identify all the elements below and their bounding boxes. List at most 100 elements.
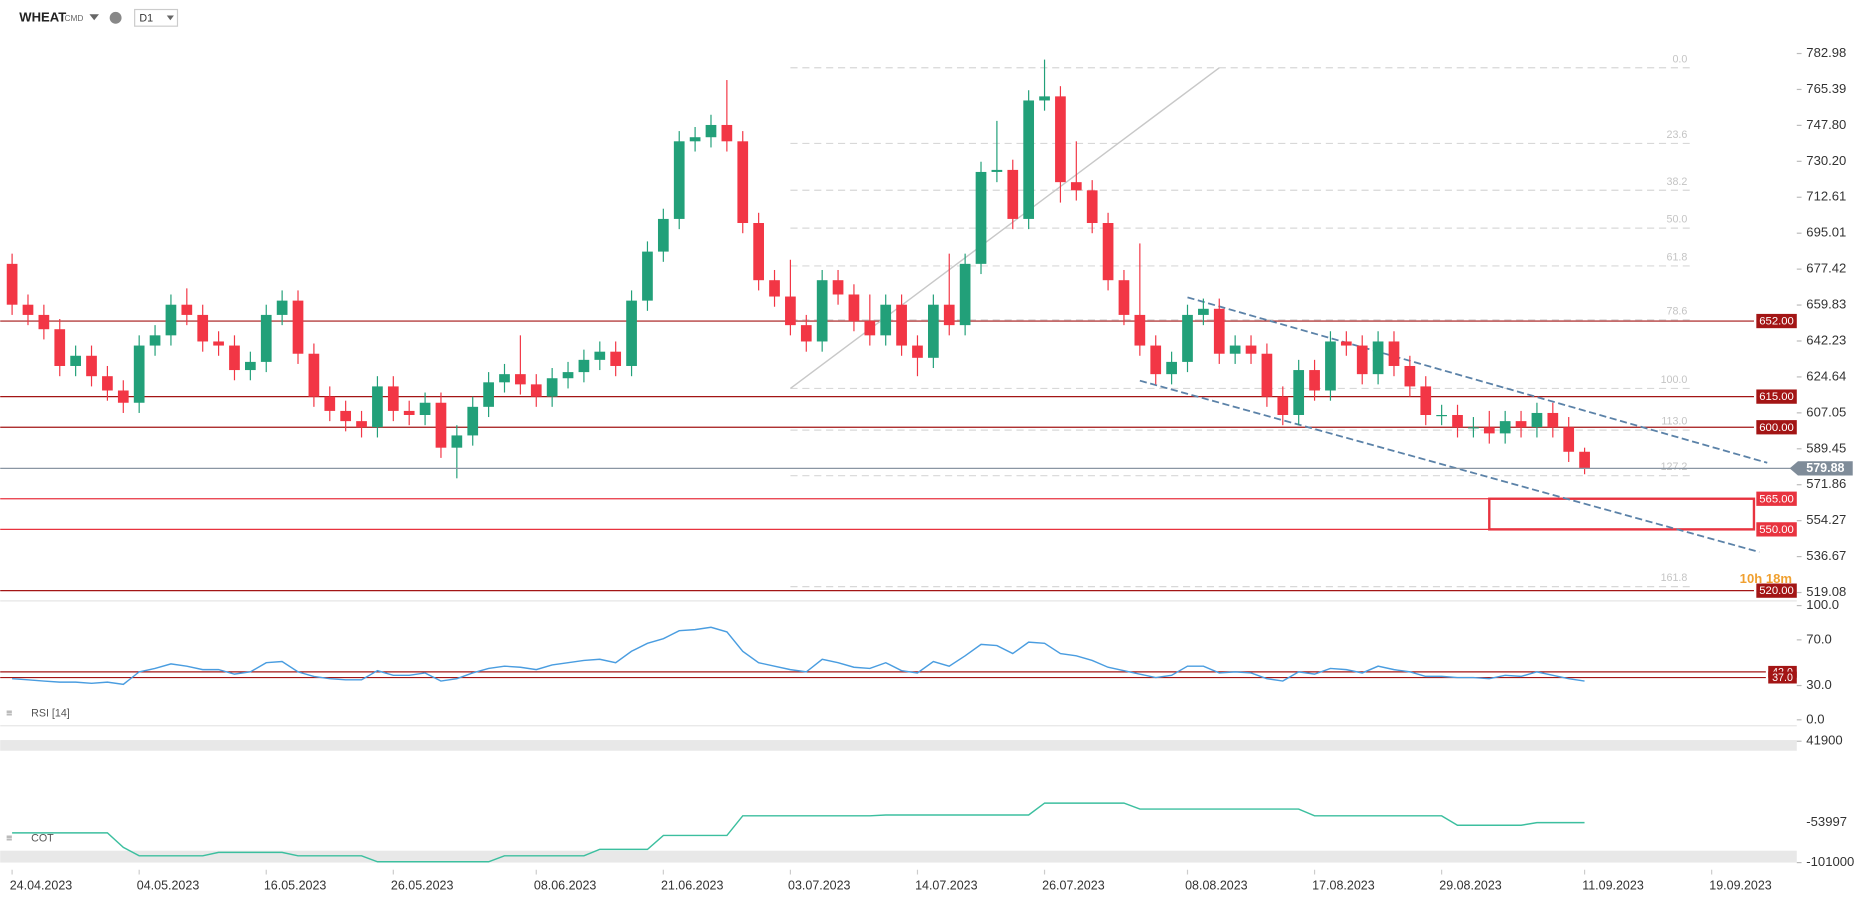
candle-body [896,304,907,346]
candle-body [1372,341,1384,375]
info-icon[interactable] [109,11,122,24]
y-tick-label: 41900 [1806,733,1842,748]
candle-body [6,263,18,305]
candle-body [594,351,606,360]
fib-label: 127.2 [1661,461,1688,473]
level-label: 600.00 [1759,422,1794,434]
candle-body [1229,345,1241,354]
level-label-box [1768,671,1797,684]
y-tick-label: 30.0 [1806,677,1831,692]
candle-body [1055,96,1066,183]
candle-body [1198,308,1209,315]
candle-body [753,223,764,281]
candle-body [1515,421,1527,428]
candle-body [467,406,479,436]
current-price-label: 579.88 [1806,461,1844,475]
timeframe[interactable]: D1 [139,12,153,24]
candle-body [70,355,81,366]
y-tick-label: 571.86 [1806,476,1846,491]
y-tick-label: 747.80 [1806,117,1846,132]
candle-body [1166,361,1177,375]
candle-body [149,335,161,346]
fib-label: 113.0 [1661,416,1687,428]
candle-body [642,251,653,301]
candle-body [832,280,844,295]
candle-body [165,304,177,336]
x-tick-label: 26.05.2023 [391,879,454,893]
candle-body [1039,96,1050,101]
y-tick-label: 730.20 [1806,153,1846,168]
candle-body [260,314,272,362]
candle-body [1118,280,1130,315]
candle-body [769,280,780,297]
y-tick-label: 100.0 [1806,597,1839,612]
x-tick-label: 26.07.2023 [1042,879,1105,893]
x-tick-label: 16.05.2023 [264,879,327,893]
candle-body [133,345,145,403]
symbol-dropdown[interactable] [89,14,99,21]
candle-body [1547,412,1559,428]
y-tick-label: 642.23 [1806,332,1846,347]
fib-label: 61.8 [1667,251,1688,263]
candle-body [387,386,399,411]
level-label: 652.00 [1759,316,1794,328]
candle-body [943,304,955,326]
fib-label: 50.0 [1667,214,1688,226]
candle-body [626,300,637,366]
candle-body [435,402,447,448]
candle-body [483,382,494,407]
candle-body [1420,386,1432,415]
candle-body [705,124,717,138]
panel-icon: ≡ [6,708,12,720]
zone [1488,497,1756,531]
candle-body [1468,427,1479,429]
candle-body [276,300,288,315]
candle-body [419,402,431,415]
candle-body [1483,427,1495,434]
candle-body [102,376,113,391]
candle-body [562,372,574,379]
candle-body [1102,223,1114,281]
fib-label: 100.0 [1661,374,1688,386]
y-tick-label: 782.98 [1806,45,1846,60]
y-tick-label: 659.83 [1806,297,1846,312]
candle-body [785,296,796,326]
timeframe-dropdown[interactable] [166,15,174,21]
candle-body [1356,345,1368,375]
candle-body [864,321,876,336]
candle-body [181,304,193,315]
x-tick-label: 21.06.2023 [661,879,724,893]
candle-body [991,169,1003,172]
y-tick-label: 695.01 [1806,225,1846,240]
cot-band-top [0,740,1797,751]
candle-body [1531,412,1543,428]
level-label-box [1756,420,1797,435]
panel-name: RSI [14] [31,708,70,720]
symbol[interactable]: WHEAT [19,9,66,24]
trendline [1187,296,1768,464]
level-label-box [1756,389,1797,404]
candle-body [912,345,923,358]
cot-band-bottom [0,850,1797,863]
candle-body [1563,427,1575,452]
candle-body [340,410,352,422]
candle-body [1007,169,1019,219]
y-tick-label: 607.05 [1806,404,1846,419]
timeframe-box[interactable] [134,8,179,27]
candle-body [816,280,828,342]
level-label-box [1756,583,1797,598]
level-label: 565.00 [1759,493,1794,505]
candle-body [1452,414,1463,428]
candle-body [292,300,304,354]
x-tick-label: 29.08.2023 [1439,879,1502,893]
candle-body [848,294,860,322]
level-label-box [1756,522,1797,537]
y-tick-label: 677.42 [1806,261,1846,276]
candle-body [1388,341,1400,366]
candle-body [499,374,510,383]
candle-body [1325,341,1336,391]
candle-body [1293,370,1305,415]
candle-body [38,314,50,330]
x-tick-label: 08.08.2023 [1185,879,1248,893]
y-tick-label: 589.45 [1806,440,1846,455]
